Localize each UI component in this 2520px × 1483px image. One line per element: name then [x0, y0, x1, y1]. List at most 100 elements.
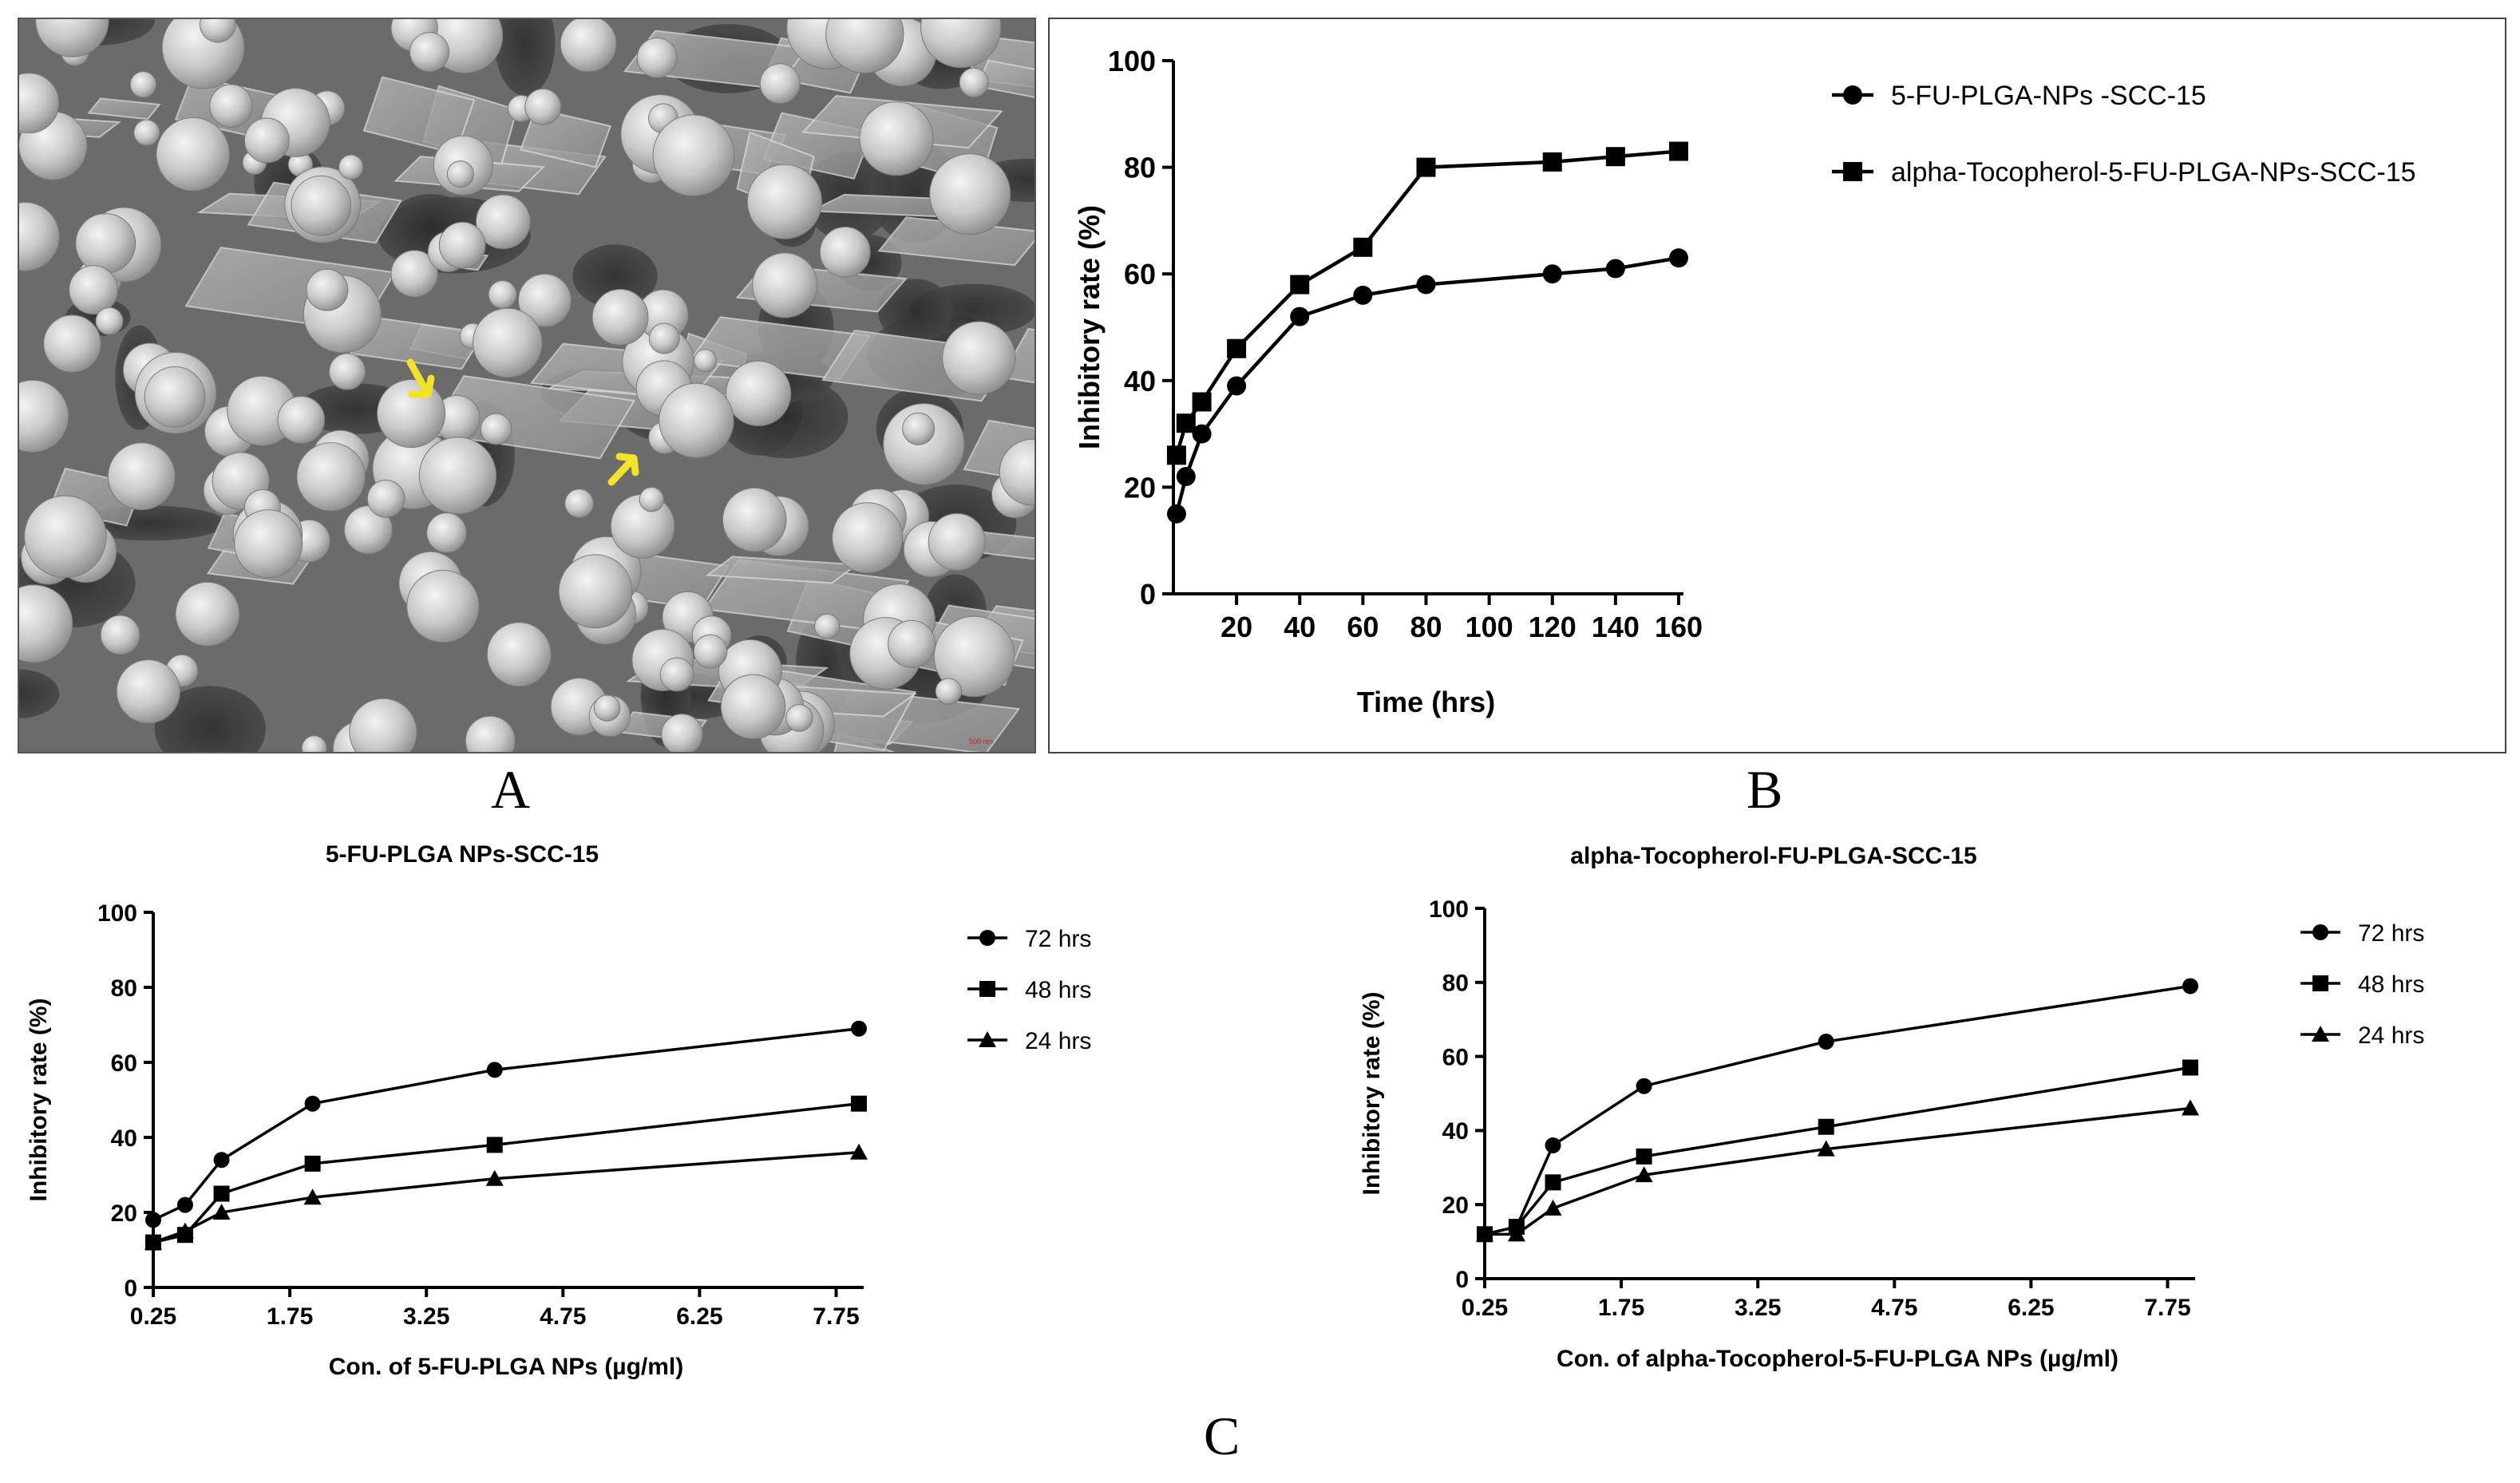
- nanoparticle: [175, 581, 240, 647]
- nanoparticle: [409, 32, 449, 73]
- y-tick-label: 80: [111, 975, 137, 1002]
- nanoparticle: [920, 19, 1002, 69]
- nanoparticle: [558, 554, 633, 629]
- x-tick-label: 140: [1592, 611, 1640, 643]
- data-point: [2182, 1099, 2199, 1116]
- nanoparticle: [95, 306, 124, 335]
- data-point: [303, 1188, 322, 1205]
- nanoparticle: [144, 366, 206, 428]
- pore: [572, 244, 658, 308]
- nanoparticle: [759, 63, 801, 105]
- nanoparticle: [694, 349, 718, 373]
- legend-label: alpha-Tocopherol-5-FU-PLGA-NPs-SCC-15: [1891, 157, 2416, 188]
- scale-bar-label: 500 nm: [969, 738, 993, 745]
- data-point: [1353, 285, 1373, 305]
- nanoparticle: [564, 488, 595, 518]
- legend-marker: [979, 981, 995, 997]
- data-point: [1669, 141, 1688, 161]
- nanoparticle: [652, 114, 735, 197]
- legend-marker: [979, 930, 995, 946]
- data-point: [486, 1062, 503, 1078]
- legend-marker: [2312, 924, 2328, 940]
- data-point: [1416, 275, 1436, 295]
- nanoparticle: [306, 268, 349, 311]
- data-point: [145, 1212, 161, 1228]
- nanoparticle: [933, 615, 1015, 698]
- nanoparticle: [19, 201, 60, 271]
- nanoparticle: [832, 502, 904, 574]
- nanoparticle: [301, 735, 327, 752]
- data-point: [1635, 1166, 1653, 1183]
- nanoparticle: [648, 322, 680, 354]
- nanoparticle: [819, 226, 871, 278]
- nanoparticle: [929, 153, 1011, 235]
- y-tick-label: 40: [1124, 365, 1156, 397]
- y-tick-label: 100: [1108, 45, 1156, 77]
- nanoparticle: [199, 19, 236, 43]
- nanoparticle: [418, 437, 497, 515]
- data-point: [1290, 275, 1310, 295]
- nanoparticle: [942, 321, 1016, 395]
- data-point: [485, 1169, 504, 1186]
- series-line: [1174, 255, 1679, 515]
- nanoparticle: [473, 307, 543, 378]
- series-square: [1166, 141, 1688, 465]
- data-point: [1605, 147, 1625, 167]
- x-axis-label: Con. of 5-FU-PLGA NPs (µg/ml): [329, 1354, 683, 1380]
- nanoparticle: [591, 288, 649, 346]
- polymer-sheet: [877, 216, 1035, 267]
- nanoparticle: [328, 353, 366, 390]
- data-point: [1507, 1225, 1525, 1242]
- pore: [494, 19, 556, 96]
- data-point: [1542, 152, 1562, 172]
- y-axis-label: Inhibitory rate (%): [1359, 991, 1385, 1195]
- nanoparticle: [888, 619, 936, 668]
- x-tick-label: 100: [1466, 611, 1513, 643]
- y-tick-label: 20: [1124, 471, 1156, 504]
- nanoparticle: [722, 487, 787, 552]
- x-tick-label: 3.25: [1735, 1295, 1781, 1321]
- x-tick-label: 7.75: [2144, 1295, 2190, 1321]
- y-tick-label: 80: [1442, 971, 1469, 997]
- data-point: [1636, 1078, 1652, 1094]
- nanoparticle: [859, 101, 934, 176]
- x-tick-label: 0.25: [130, 1303, 176, 1330]
- y-tick-label: 20: [1442, 1192, 1469, 1219]
- series-square: [1477, 1059, 2198, 1243]
- pore: [19, 669, 60, 718]
- series-line: [1484, 984, 2191, 1236]
- y-tick-label: 20: [111, 1200, 137, 1227]
- sem-micrograph: 500 nm: [18, 18, 1036, 753]
- data-point: [1669, 248, 1688, 268]
- nanoparticle: [19, 584, 73, 663]
- data-point: [304, 1095, 321, 1112]
- y-axis-label: Inhibitory rate (%): [1073, 205, 1106, 449]
- series-circle: [1166, 248, 1688, 524]
- data-point: [2182, 978, 2198, 995]
- nanoparticle: [35, 19, 109, 57]
- x-tick-label: 40: [1284, 611, 1315, 643]
- series-triangle: [144, 1143, 868, 1250]
- nanoparticle: [24, 495, 107, 579]
- x-tick-label: 20: [1220, 611, 1252, 643]
- data-point: [1476, 1225, 1493, 1242]
- legend-marker: [979, 1031, 996, 1047]
- x-tick-label: 0.25: [1462, 1295, 1508, 1321]
- legend-label: 72 hrs: [1025, 926, 1091, 952]
- nanoparticle: [234, 509, 303, 579]
- arrow-icon: [607, 453, 639, 486]
- nanoparticle: [426, 512, 467, 553]
- legend-label: 24 hrs: [2358, 1022, 2424, 1049]
- y-tick-label: 100: [97, 900, 137, 927]
- series-line: [1485, 1106, 2191, 1236]
- data-point: [212, 1204, 231, 1220]
- chart-b: 0 20 40 60 80 100 20 40 60 80 100 120 140 160 Time (hr…: [1073, 45, 2416, 718]
- data-point: [1605, 259, 1625, 279]
- series-line: [152, 1026, 860, 1221]
- x-tick-label: 4.75: [1871, 1295, 1917, 1321]
- legend-label: 5-FU-PLGA-NPs -SCC-15: [1891, 81, 2206, 111]
- nanoparticle: [488, 280, 517, 310]
- data-point: [1817, 1140, 1835, 1157]
- series-triangle: [1476, 1099, 2199, 1242]
- nanoparticle: [726, 360, 792, 427]
